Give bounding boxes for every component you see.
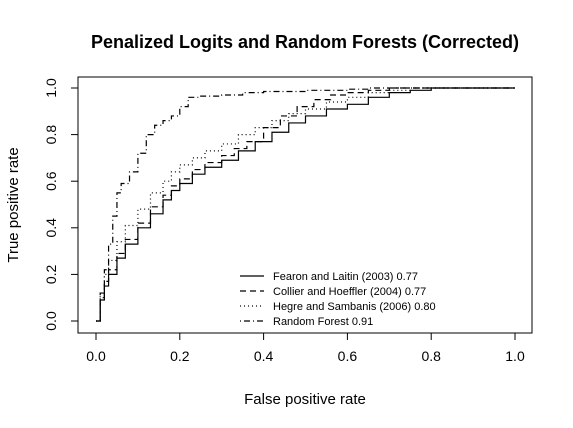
legend-entry-3: Hegre and Sambanis (2006) 0.80 <box>273 301 436 313</box>
chart-title: Penalized Logits and Random Forests (Cor… <box>91 32 519 52</box>
y-tick-label: 1.0 <box>43 78 59 98</box>
y-tick-label: 0.8 <box>43 125 59 145</box>
y-tick-label: 0.0 <box>43 311 59 331</box>
y-axis: 0.0 0.2 0.4 0.6 0.8 1.0 <box>43 78 79 331</box>
y-tick-label: 0.4 <box>43 218 59 238</box>
x-tick-label: 0.0 <box>86 348 106 364</box>
x-tick-label: 0.8 <box>421 348 441 364</box>
y-tick-label: 0.2 <box>43 264 59 284</box>
series-line-3 <box>96 87 515 322</box>
series-line-4 <box>96 87 515 322</box>
y-tick-label: 0.6 <box>43 171 59 191</box>
series-line-2 <box>96 87 515 322</box>
series-layer <box>96 87 515 322</box>
legend: Fearon and Laitin (2003) 0.77 Collier and… <box>240 271 436 328</box>
legend-entry-4: Random Forest 0.91 <box>273 316 373 328</box>
x-tick-label: 0.4 <box>254 348 274 364</box>
y-axis-label: True positive rate <box>5 147 22 262</box>
legend-entry-2: Collier and Hoeffler (2004) 0.77 <box>273 286 426 298</box>
legend-entry-1: Fearon and Laitin (2003) 0.77 <box>273 271 418 283</box>
series-line-1 <box>96 87 515 322</box>
x-tick-label: 1.0 <box>505 348 525 364</box>
x-tick-label: 0.2 <box>170 348 190 364</box>
x-axis-label: False positive rate <box>244 391 366 408</box>
x-tick-label: 0.6 <box>338 348 358 364</box>
x-axis: 0.0 0.2 0.4 0.6 0.8 1.0 <box>86 332 525 364</box>
